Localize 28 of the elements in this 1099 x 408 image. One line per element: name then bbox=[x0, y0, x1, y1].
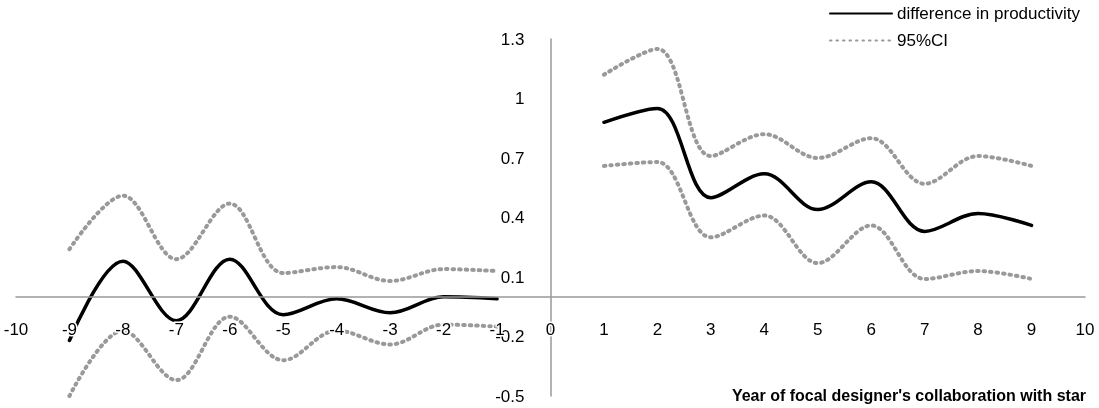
x-tick-label: -10 bbox=[3, 319, 29, 339]
y-tick-label: 0.1 bbox=[500, 267, 525, 287]
y-tick-label: 0.4 bbox=[500, 208, 525, 227]
legend-label: difference in productivity bbox=[896, 4, 1081, 23]
x-tick-label: 2 bbox=[652, 319, 663, 339]
x-tick-label: 6 bbox=[866, 319, 876, 339]
y-tick-label: -0.5 bbox=[495, 386, 525, 406]
legend-label: 95%CI bbox=[896, 31, 949, 50]
x-tick-label: 7 bbox=[919, 319, 930, 339]
x-tick-label: -3 bbox=[382, 319, 398, 339]
x-tick-label: -7 bbox=[168, 319, 184, 339]
x-tick-label: -2 bbox=[436, 319, 452, 339]
x-tick-label: 10 bbox=[1075, 319, 1095, 339]
y-tick-label: 1.3 bbox=[500, 29, 525, 49]
x-tick-label: 0 bbox=[545, 319, 556, 339]
x-tick-label: -6 bbox=[222, 319, 238, 339]
x-tick-label: 1 bbox=[599, 319, 609, 339]
y-tick-label: 1 bbox=[515, 89, 525, 108]
x-tick-label: 8 bbox=[973, 319, 983, 339]
x-tick-label: -5 bbox=[275, 319, 291, 339]
x-tick-label: 9 bbox=[1026, 319, 1037, 339]
x-tick-label: -8 bbox=[115, 319, 131, 339]
x-tick-label: 5 bbox=[813, 319, 823, 339]
x-axis-title: Year of focal designer's collaboration with star bbox=[731, 386, 1087, 404]
x-tick-label: 3 bbox=[706, 319, 716, 339]
y-tick-label: 0.7 bbox=[500, 148, 525, 168]
x-tick-label: -4 bbox=[329, 319, 345, 339]
x-tick-label: 4 bbox=[759, 319, 770, 339]
